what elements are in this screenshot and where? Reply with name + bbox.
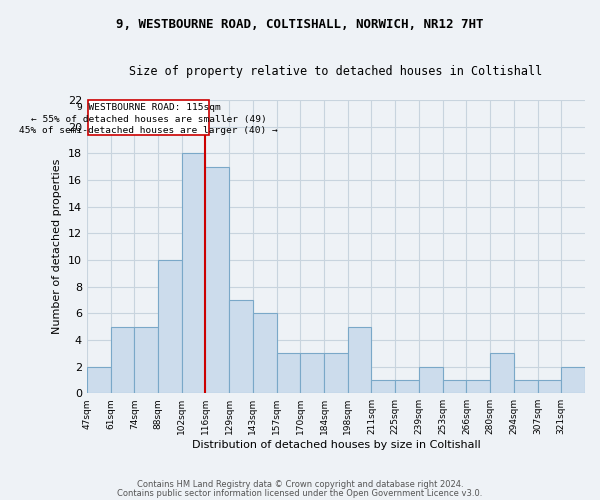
Bar xyxy=(277,353,301,393)
Bar xyxy=(348,326,371,393)
X-axis label: Distribution of detached houses by size in Coltishall: Distribution of detached houses by size … xyxy=(191,440,480,450)
Text: 45% of semi-detached houses are larger (40) →: 45% of semi-detached houses are larger (… xyxy=(19,126,278,135)
Text: ← 55% of detached houses are smaller (49): ← 55% of detached houses are smaller (49… xyxy=(31,114,266,124)
Bar xyxy=(466,380,490,393)
Bar xyxy=(419,366,443,393)
Bar xyxy=(371,380,395,393)
Bar xyxy=(158,260,182,393)
Bar xyxy=(324,353,348,393)
Y-axis label: Number of detached properties: Number of detached properties xyxy=(52,159,62,334)
Text: 9, WESTBOURNE ROAD, COLTISHALL, NORWICH, NR12 7HT: 9, WESTBOURNE ROAD, COLTISHALL, NORWICH,… xyxy=(116,18,484,30)
Bar xyxy=(490,353,514,393)
Title: Size of property relative to detached houses in Coltishall: Size of property relative to detached ho… xyxy=(129,65,542,78)
Text: Contains HM Land Registry data © Crown copyright and database right 2024.: Contains HM Land Registry data © Crown c… xyxy=(137,480,463,489)
Bar xyxy=(514,380,538,393)
FancyBboxPatch shape xyxy=(88,100,209,134)
Text: Contains public sector information licensed under the Open Government Licence v3: Contains public sector information licen… xyxy=(118,488,482,498)
Bar xyxy=(443,380,466,393)
Bar xyxy=(301,353,324,393)
Text: 9 WESTBOURNE ROAD: 115sqm: 9 WESTBOURNE ROAD: 115sqm xyxy=(77,104,220,112)
Bar xyxy=(134,326,158,393)
Bar xyxy=(395,380,419,393)
Bar xyxy=(87,366,110,393)
Bar xyxy=(110,326,134,393)
Bar xyxy=(253,313,277,393)
Bar xyxy=(182,154,205,393)
Bar xyxy=(538,380,561,393)
Bar xyxy=(561,366,585,393)
Bar xyxy=(229,300,253,393)
Bar xyxy=(205,166,229,393)
